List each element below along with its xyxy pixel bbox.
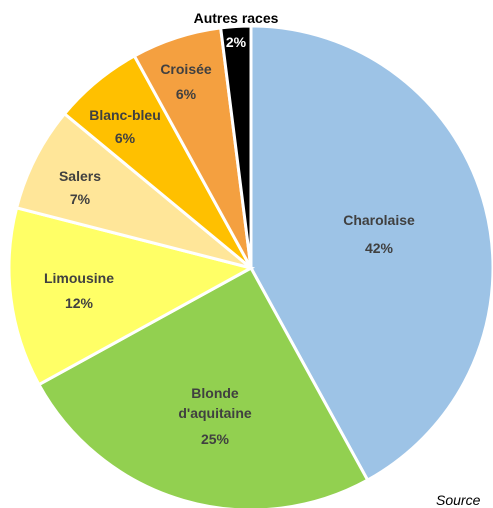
data-label-blonde-d-aquitaine: 25% xyxy=(201,431,230,447)
pie-labels: Charolaise 42% Blonde d'aquitaine 25% Limousi… xyxy=(44,10,415,447)
data-label-charolaise: 42% xyxy=(365,240,394,256)
slice-name-croisee: Croisée xyxy=(160,61,212,77)
slice-autres-races xyxy=(218,24,253,269)
data-label-autres-races: 2% xyxy=(226,34,247,50)
slice-limousine xyxy=(7,205,256,387)
source-note: Source xyxy=(436,492,481,508)
data-label-limousine: 12% xyxy=(65,295,94,311)
slice-name-limousine: Limousine xyxy=(44,270,114,286)
data-label-croisee: 6% xyxy=(176,86,197,102)
slice-name-blonde-d-aquitaine-2: d'aquitaine xyxy=(178,405,252,421)
slice-name-salers: Salers xyxy=(59,168,101,184)
slice-name-blanc-bleu: Blanc-bleu xyxy=(89,107,161,123)
pie-slices xyxy=(7,24,493,508)
slice-blonde-d-aquitaine xyxy=(36,265,370,508)
slice-charolaise xyxy=(249,24,493,483)
slice-name-blonde-d-aquitaine-1: Blonde xyxy=(191,385,239,401)
data-label-blanc-bleu: 6% xyxy=(115,130,136,146)
data-label-salers: 7% xyxy=(70,191,91,207)
slice-name-autres-races: Autres races xyxy=(194,10,279,26)
slice-name-charolaise: Charolaise xyxy=(343,212,415,228)
slice-salers xyxy=(14,111,252,270)
